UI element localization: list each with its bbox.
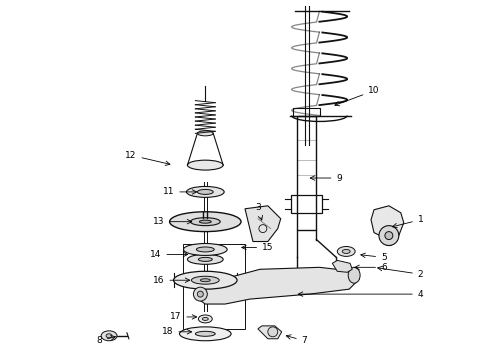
Ellipse shape bbox=[198, 257, 212, 261]
Text: 7: 7 bbox=[286, 335, 307, 345]
Ellipse shape bbox=[199, 220, 211, 223]
Bar bbox=[293, 108, 320, 116]
Circle shape bbox=[194, 287, 207, 301]
Ellipse shape bbox=[348, 267, 360, 283]
Text: 10: 10 bbox=[335, 86, 380, 106]
Polygon shape bbox=[258, 326, 282, 339]
Ellipse shape bbox=[173, 271, 237, 289]
Ellipse shape bbox=[202, 318, 208, 320]
Text: 13: 13 bbox=[153, 217, 192, 226]
Circle shape bbox=[268, 327, 278, 337]
Ellipse shape bbox=[197, 189, 213, 194]
Text: 12: 12 bbox=[125, 151, 170, 166]
Text: 5: 5 bbox=[361, 253, 387, 262]
Ellipse shape bbox=[191, 218, 220, 226]
Ellipse shape bbox=[342, 249, 350, 253]
Ellipse shape bbox=[192, 276, 219, 284]
Polygon shape bbox=[196, 267, 359, 304]
Text: 2: 2 bbox=[378, 266, 423, 279]
Text: 11: 11 bbox=[163, 188, 196, 197]
Ellipse shape bbox=[183, 243, 227, 255]
Ellipse shape bbox=[101, 331, 117, 341]
Text: 14: 14 bbox=[150, 250, 188, 259]
Ellipse shape bbox=[200, 279, 210, 282]
Circle shape bbox=[385, 231, 393, 239]
Ellipse shape bbox=[337, 247, 355, 256]
Bar bbox=[183, 244, 245, 329]
Ellipse shape bbox=[187, 186, 224, 197]
Polygon shape bbox=[332, 260, 352, 272]
Ellipse shape bbox=[196, 331, 215, 336]
Polygon shape bbox=[371, 206, 404, 246]
Bar bbox=[291, 195, 322, 213]
Ellipse shape bbox=[106, 334, 112, 338]
Text: 15: 15 bbox=[242, 243, 273, 252]
Text: 4: 4 bbox=[298, 289, 423, 298]
Text: 17: 17 bbox=[170, 312, 196, 321]
Ellipse shape bbox=[196, 247, 214, 252]
Circle shape bbox=[379, 226, 399, 246]
Ellipse shape bbox=[198, 315, 212, 323]
Text: 16: 16 bbox=[153, 276, 190, 285]
Polygon shape bbox=[245, 206, 281, 242]
Ellipse shape bbox=[179, 327, 231, 341]
Text: 18: 18 bbox=[162, 327, 192, 336]
Text: 8: 8 bbox=[96, 336, 115, 345]
Text: 1: 1 bbox=[392, 215, 423, 228]
Text: 9: 9 bbox=[310, 174, 342, 183]
Text: 6: 6 bbox=[355, 263, 387, 272]
Bar bbox=[296, 116, 317, 230]
Circle shape bbox=[197, 291, 203, 297]
Ellipse shape bbox=[170, 212, 241, 231]
Ellipse shape bbox=[188, 255, 223, 264]
Ellipse shape bbox=[197, 131, 213, 136]
Ellipse shape bbox=[188, 160, 223, 170]
Text: 3: 3 bbox=[255, 203, 263, 220]
